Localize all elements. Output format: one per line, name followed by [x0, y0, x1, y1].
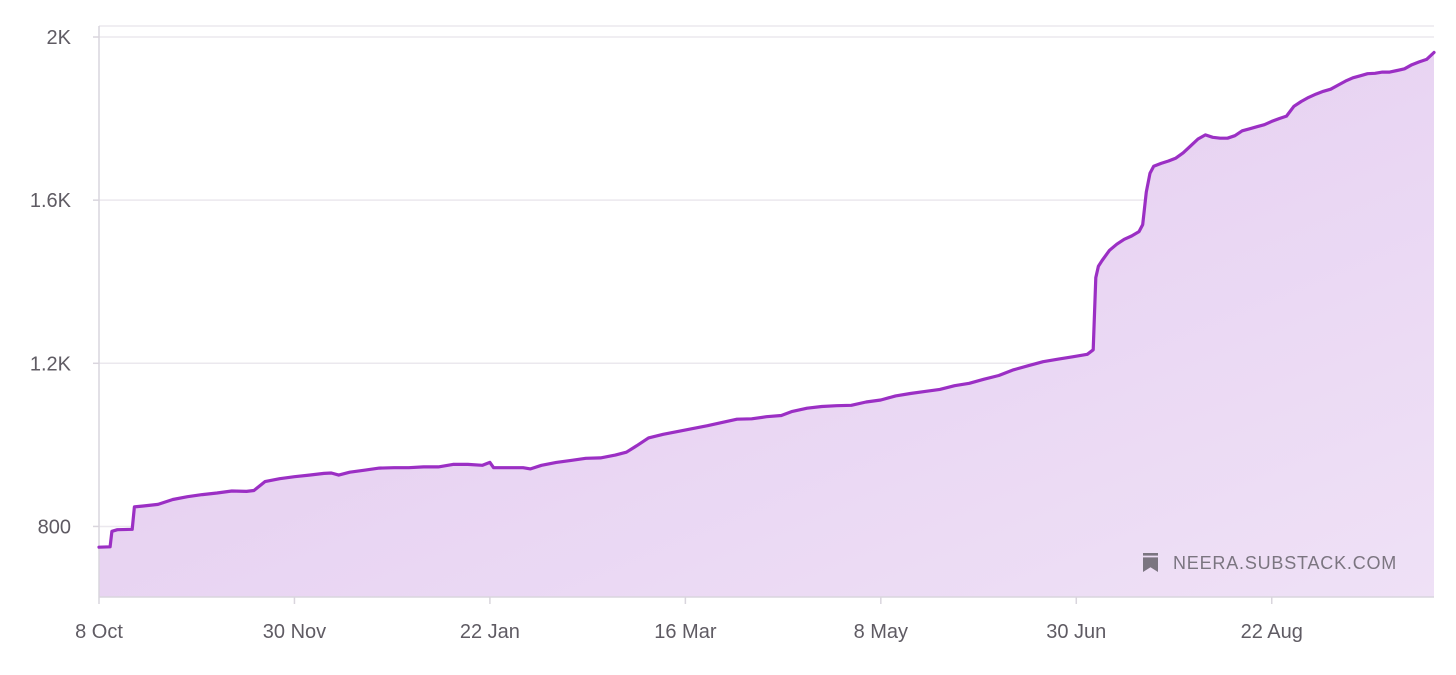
y-tick-label: 1.2K	[30, 353, 72, 375]
x-tick-label: 8 Oct	[75, 621, 123, 643]
watermark: NEERA.SUBSTACK.COM	[1143, 553, 1397, 573]
series-line-path	[97, 50, 1436, 549]
x-tick-label: 30 Nov	[263, 621, 326, 643]
y-tick-label: 800	[38, 516, 71, 538]
x-tick-label: 8 May	[854, 621, 908, 643]
substack-bookmark-icon	[1143, 553, 1158, 572]
y-tick-label: 1.6K	[30, 190, 72, 212]
watermark-text: NEERA.SUBSTACK.COM	[1173, 553, 1397, 573]
x-tick-label: 22 Jan	[460, 621, 520, 643]
tick-labels: 800 1.2K 1.6K 2K 8 Oct 30 Nov 22 Jan 16 Mar 8 Ma…	[30, 27, 1303, 643]
series-area	[99, 52, 1434, 597]
x-tick-label: 16 Mar	[654, 621, 717, 643]
axes	[93, 26, 1434, 604]
x-tick-label: 22 Aug	[1241, 621, 1303, 643]
area-fill	[99, 52, 1434, 597]
series-line	[97, 50, 1436, 549]
y-tick-label: 2K	[47, 27, 72, 49]
x-tick-label: 30 Jun	[1046, 621, 1106, 643]
